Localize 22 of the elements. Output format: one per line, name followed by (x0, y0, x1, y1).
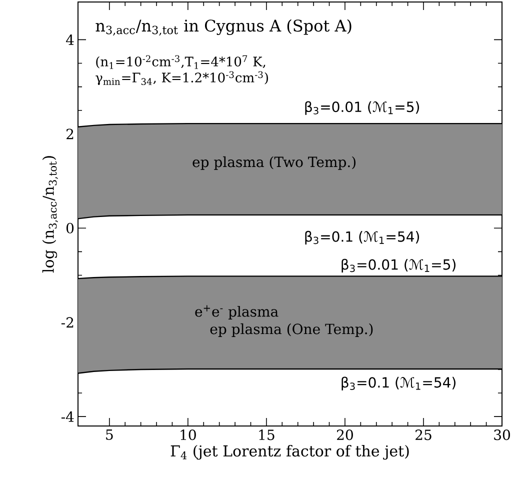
annotation: β$_{3}$=0.1 (ℳ$_{1}$=54) (305, 230, 420, 245)
text: n$_{3,acc}$/n$_{3,tot}$ in Cygnus A (Spot A) (96, 19, 352, 36)
y-tick-label: 0 (66, 222, 74, 234)
y-tick-label: 2 (66, 128, 74, 140)
x-tick-label: 5 (106, 430, 113, 440)
x-tick-label: 10 (180, 430, 196, 440)
annotation: β$_{3}$=0.1 (ℳ$_{1}$=54) (342, 376, 456, 390)
text: (n$_{1}$=10$^{-2}$cm$^{-3}$,T$_{1}$=4*10$^{7}$ K, γ$_{min}$=Γ$_{34}$, K=1.2*10$^{-3}$cm$^{-3}$) (96, 55, 268, 86)
x-tick-label: 15 (259, 430, 274, 440)
y-tick-label: -2 (61, 317, 74, 328)
annotation: β$_{3}$=0.01 (ℳ$_{1}$=5) (342, 258, 456, 273)
annotation: e$^{+}$e$^{-}$ plasma (195, 305, 278, 320)
y-tick-label: -4 (61, 411, 74, 422)
y-axis-title: log (n$_{3,acc}$/n$_{3,tot}$) (42, 156, 58, 273)
x-tick-label: 20 (337, 430, 353, 440)
x-tick-label: 30 (494, 430, 510, 440)
x-tick-label: 25 (416, 430, 432, 440)
x-axis-title: Γ$_{4}$ (jet Lorentz factor of the jet) (170, 444, 409, 460)
annotation: ep plasma (One Temp.) (210, 323, 373, 337)
annotation: ep plasma (Two Temp.) (192, 156, 356, 170)
annotation: β$_{3}$=0.01 (ℳ$_{1}$=5) (305, 101, 420, 115)
y-tick-label: 4 (66, 34, 74, 45)
